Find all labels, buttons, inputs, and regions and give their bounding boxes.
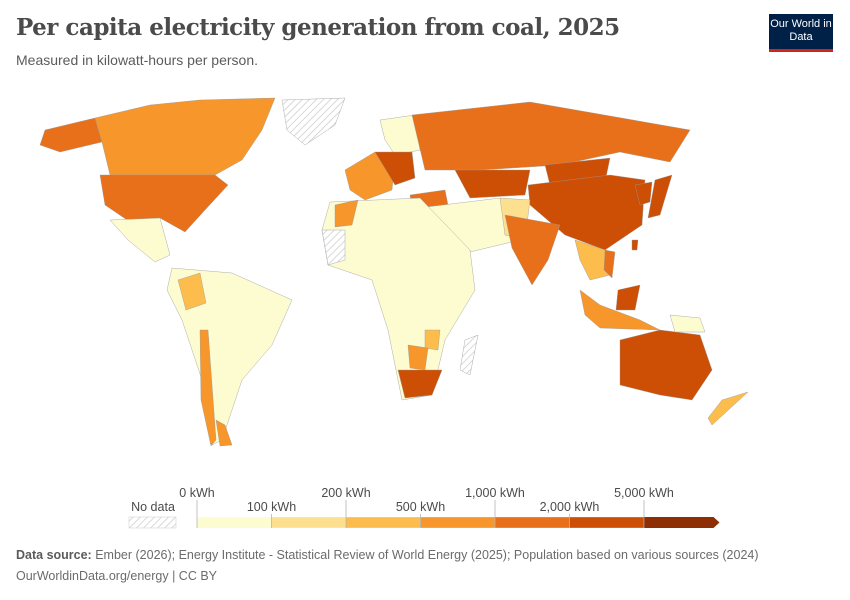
country-botswana[interactable] (407, 344, 429, 371)
data-source: Data source: Ember (2026); Energy Instit… (16, 548, 759, 562)
legend-bin-3 (420, 516, 496, 529)
country-morocco[interactable] (334, 199, 359, 228)
legend-bin-6 (644, 517, 720, 528)
country-usa[interactable] (99, 174, 229, 233)
country-new-zealand[interactable] (707, 391, 749, 426)
no-data-swatch (128, 516, 177, 529)
country-eastern-europe[interactable] (374, 151, 416, 186)
country-australia[interactable] (619, 329, 713, 401)
country-malaysia[interactable] (615, 284, 641, 311)
country-papua[interactable] (669, 314, 706, 333)
chart-title: Per capita electricity generation from c… (16, 14, 620, 41)
legend-tick-label: 5,000 kWh (614, 486, 674, 500)
legend-tick-label: 1,000 kWh (465, 486, 525, 500)
country-canada[interactable] (94, 97, 276, 176)
country-madagascar[interactable] (459, 334, 479, 376)
country-southeast-asia[interactable] (574, 239, 611, 281)
legend-tick-label: 100 kWh (247, 500, 296, 514)
map-legend: No data 0 kWh 100 kWh 200 kWh 500 kWh 1,000 k… (128, 486, 720, 529)
country-korea[interactable] (634, 181, 653, 206)
source-text: Ember (2026); Energy Institute - Statist… (95, 548, 759, 562)
country-argentina[interactable] (215, 419, 233, 447)
source-label: Data source: (16, 548, 92, 562)
legend-bin-2 (345, 516, 421, 529)
legend-tick-label: 0 kWh (179, 486, 214, 500)
country-chile[interactable] (199, 329, 217, 447)
chart-subtitle: Measured in kilowatt-hours per person. (16, 52, 259, 68)
country-colombia[interactable] (177, 272, 207, 311)
legend-bin-0 (196, 516, 272, 529)
country-india[interactable] (504, 214, 561, 286)
country-mexico[interactable] (109, 217, 171, 263)
footer-url[interactable]: OurWorldinData.org/energy | CC BY (16, 569, 218, 583)
country-taiwan[interactable] (631, 239, 639, 251)
country-japan[interactable] (647, 174, 673, 219)
no-data-label: No data (131, 500, 175, 514)
country-russia[interactable] (411, 101, 691, 171)
world-map (39, 97, 749, 447)
owid-logo[interactable]: Our World in Data (769, 14, 833, 52)
legend-tick-label: 200 kWh (321, 486, 370, 500)
country-zimbabwe[interactable] (424, 329, 441, 351)
legend-tick-label: 2,000 kWh (540, 500, 600, 514)
country-western-sahara[interactable] (321, 229, 346, 266)
country-alaska[interactable] (39, 117, 103, 153)
legend-bin-5 (569, 516, 645, 529)
country-greenland[interactable] (281, 97, 346, 146)
country-kazakhstan[interactable] (454, 169, 531, 199)
legend-bin-4 (494, 516, 570, 529)
legend-bin-1 (271, 516, 347, 529)
country-china[interactable] (527, 174, 646, 251)
country-south-africa[interactable] (397, 369, 443, 399)
country-vietnam[interactable] (603, 249, 616, 279)
legend-tick-label: 500 kWh (396, 500, 445, 514)
